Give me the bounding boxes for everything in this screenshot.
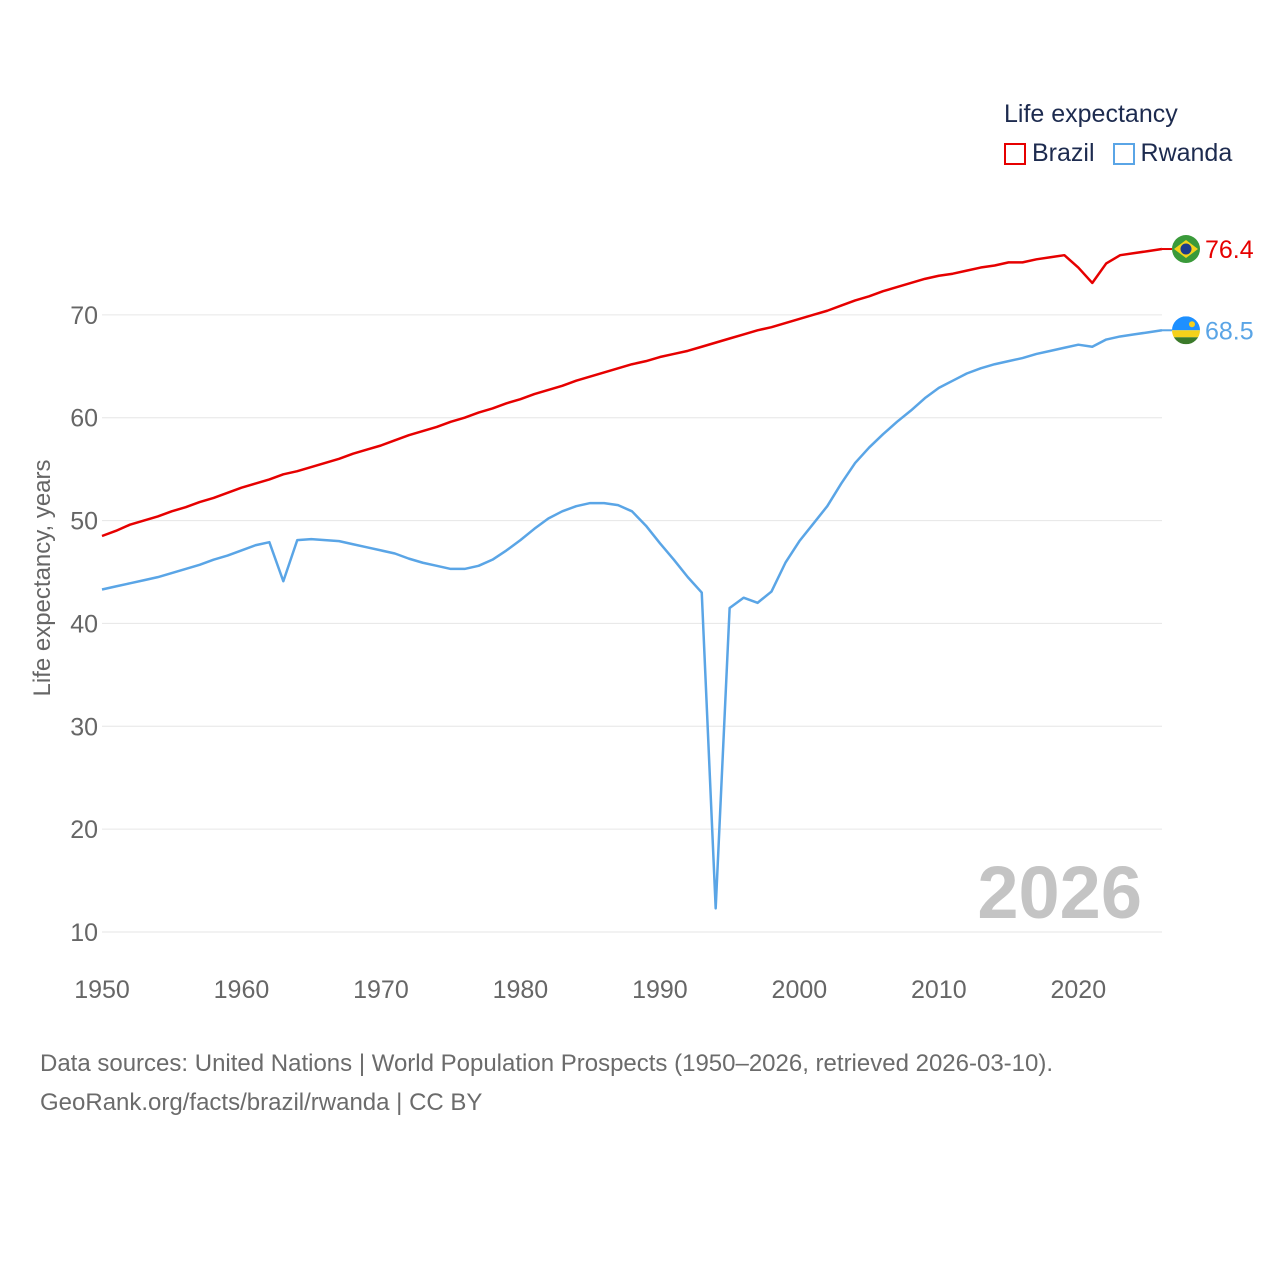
legend-items: Brazil Rwanda	[1004, 139, 1250, 168]
x-tick-label-1990: 1990	[632, 976, 688, 1004]
current-year-label: 2026	[977, 851, 1142, 934]
x-tick-label-1950: 1950	[74, 976, 130, 1004]
footer: Data sources: United Nations | World Pop…	[40, 1044, 1053, 1122]
x-tick-label-1970: 1970	[353, 976, 409, 1004]
rwanda-end-value: 68.5	[1205, 317, 1254, 345]
rwanda-flag-green	[1172, 337, 1200, 345]
x-tick-label-1960: 1960	[214, 976, 270, 1004]
y-tick-label-20: 20	[70, 816, 98, 844]
x-tick-label-1980: 1980	[493, 976, 549, 1004]
y-tick-label-10: 10	[70, 919, 98, 947]
rwanda-flag-sun	[1189, 321, 1195, 328]
x-tick-label-2010: 2010	[911, 976, 967, 1004]
y-tick-label-60: 60	[70, 405, 98, 433]
rwanda-flag-yellow	[1172, 330, 1200, 338]
y-tick-label-70: 70	[70, 302, 98, 330]
legend-item-brazil[interactable]: Brazil	[1004, 139, 1095, 168]
y-tick-label-50: 50	[70, 508, 98, 536]
rwanda-flag-blue	[1172, 316, 1200, 331]
brazil-end-value: 76.4	[1205, 236, 1254, 264]
legend-label-rwanda: Rwanda	[1140, 139, 1233, 167]
y-tick-label-30: 30	[70, 713, 98, 741]
rwanda-flag-stripes	[1172, 316, 1200, 345]
y-axis-label: Life expectancy, years	[29, 459, 56, 696]
legend-title: Life expectancy	[1004, 100, 1178, 128]
legend-swatch-brazil	[1004, 142, 1026, 165]
series-line-brazil	[101, 247, 1163, 538]
rwanda-flag-icon	[1172, 316, 1200, 345]
legend-swatch-rwanda	[1112, 142, 1135, 165]
x-tick-label-2020: 2020	[1051, 976, 1107, 1004]
gridlines	[102, 314, 1162, 933]
y-tick-label-40: 40	[70, 610, 98, 638]
x-axis-ticks: 1950 1960 1970 1980 1990 2000 2010 2020	[74, 976, 1106, 1004]
series-line-rwanda	[101, 329, 1163, 910]
brazil-flag-icon	[1172, 235, 1200, 264]
y-axis-ticks: 10 20 30 40 50 60 70	[70, 302, 98, 947]
legend-label-brazil: Brazil	[1032, 139, 1095, 167]
legend: Life expectancy Brazil Rwanda	[1004, 100, 1250, 168]
data-sources-text: Data sources: United Nations | World Pop…	[40, 1050, 1054, 1077]
brazil-flag-globe	[1180, 243, 1192, 255]
x-tick-label-2000: 2000	[772, 976, 828, 1004]
series-end-markers: 76.4 68.5	[1162, 235, 1254, 345]
attribution-text: GeoRank.org/facts/brazil/rwanda | CC BY	[40, 1089, 483, 1116]
legend-item-rwanda[interactable]: Rwanda	[1112, 139, 1233, 168]
series-lines	[101, 247, 1163, 910]
